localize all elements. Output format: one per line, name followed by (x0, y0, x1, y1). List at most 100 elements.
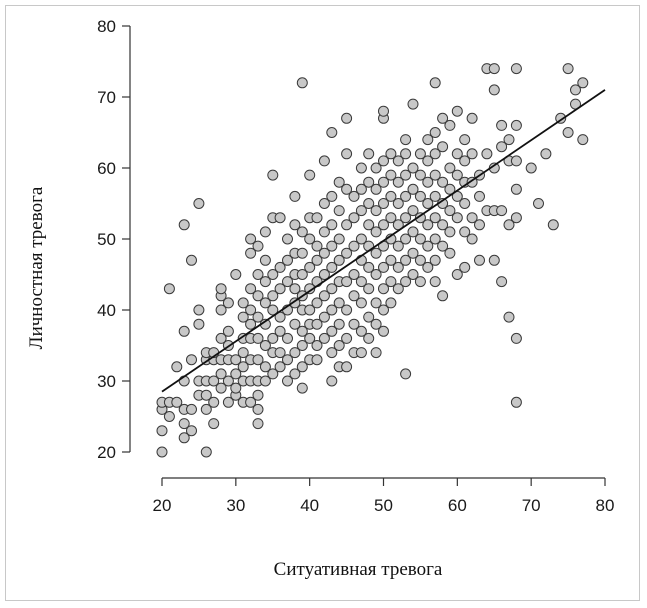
data-point (348, 240, 360, 252)
data-point (363, 148, 375, 160)
data-point (267, 332, 279, 344)
data-point (259, 254, 271, 266)
data-point (348, 212, 360, 224)
data-point (488, 63, 500, 75)
data-point (474, 219, 485, 231)
data-point (363, 198, 375, 209)
data-point (311, 354, 323, 366)
data-point (200, 403, 212, 415)
data-point (259, 340, 271, 351)
data-point (311, 318, 323, 330)
data-point (400, 254, 412, 266)
data-point (252, 332, 264, 344)
data-point (252, 403, 264, 415)
data-point (407, 162, 419, 174)
data-point (245, 233, 257, 245)
data-point (525, 162, 537, 174)
data-point (378, 105, 389, 117)
data-point (363, 332, 375, 344)
data-point (400, 190, 412, 202)
data-point (274, 347, 286, 359)
y-tick-label: 20 (97, 443, 116, 462)
data-point (296, 269, 308, 280)
data-point (274, 283, 286, 295)
data-point (378, 219, 389, 231)
data-point (466, 148, 478, 160)
data-point (355, 233, 367, 245)
x-ticks: 20 30 40 50 60 70 80 (153, 478, 614, 515)
data-point (429, 254, 441, 266)
data-point (437, 290, 449, 302)
data-point (496, 276, 508, 288)
data-point (355, 183, 367, 195)
data-point (378, 325, 389, 337)
x-tick-label: 40 (300, 496, 319, 515)
y-tick-label: 40 (97, 301, 116, 320)
x-axis-title: Ситуативная тревога (274, 559, 443, 580)
data-point (385, 254, 397, 266)
data-point (230, 382, 242, 394)
data-point (414, 148, 426, 160)
data-point (311, 240, 323, 252)
data-point (392, 261, 404, 273)
data-point (341, 247, 353, 259)
data-point (414, 254, 426, 266)
data-point (466, 112, 478, 124)
data-point (193, 198, 205, 209)
data-point (282, 354, 293, 366)
data-point (333, 254, 345, 266)
data-point (547, 219, 559, 231)
data-point (429, 148, 441, 160)
data-point (326, 219, 338, 231)
data-point (237, 361, 249, 373)
data-point (488, 84, 500, 96)
data-point (208, 396, 220, 408)
data-point (437, 141, 449, 153)
y-tick-label: 60 (97, 159, 116, 178)
data-point (370, 183, 382, 195)
data-point (407, 205, 419, 217)
data-point (237, 297, 249, 309)
data-point (245, 318, 257, 330)
data-point (252, 418, 264, 430)
data-point (503, 311, 515, 323)
data-point (296, 340, 308, 351)
data-point (370, 347, 382, 359)
data-point (208, 375, 220, 387)
x-tick-label: 60 (448, 496, 467, 515)
data-point (252, 354, 264, 366)
data-point (296, 325, 308, 337)
data-point (326, 261, 338, 273)
data-point (222, 396, 234, 408)
data-point (178, 219, 190, 231)
data-point (230, 354, 242, 366)
data-point (333, 340, 345, 351)
data-point (385, 212, 397, 224)
data-point (577, 77, 589, 89)
data-point (296, 226, 308, 238)
regression-line (161, 89, 606, 393)
chart-frame (5, 5, 640, 601)
data-point (370, 162, 382, 174)
data-point (259, 297, 271, 309)
data-point (326, 190, 338, 202)
data-point (348, 290, 360, 302)
data-point (437, 176, 449, 188)
data-point (245, 396, 257, 408)
data-point (296, 77, 308, 89)
data-point (274, 261, 286, 273)
data-point (400, 368, 412, 380)
data-point (407, 98, 419, 110)
data-point (259, 276, 271, 288)
data-point (437, 112, 449, 124)
data-point (252, 290, 264, 302)
data-point (533, 198, 544, 209)
data-point (178, 325, 190, 337)
data-point (392, 240, 404, 252)
data-point (215, 283, 227, 295)
data-point (370, 205, 382, 217)
data-point (156, 425, 168, 437)
data-point (245, 283, 257, 295)
data-point (333, 205, 345, 217)
